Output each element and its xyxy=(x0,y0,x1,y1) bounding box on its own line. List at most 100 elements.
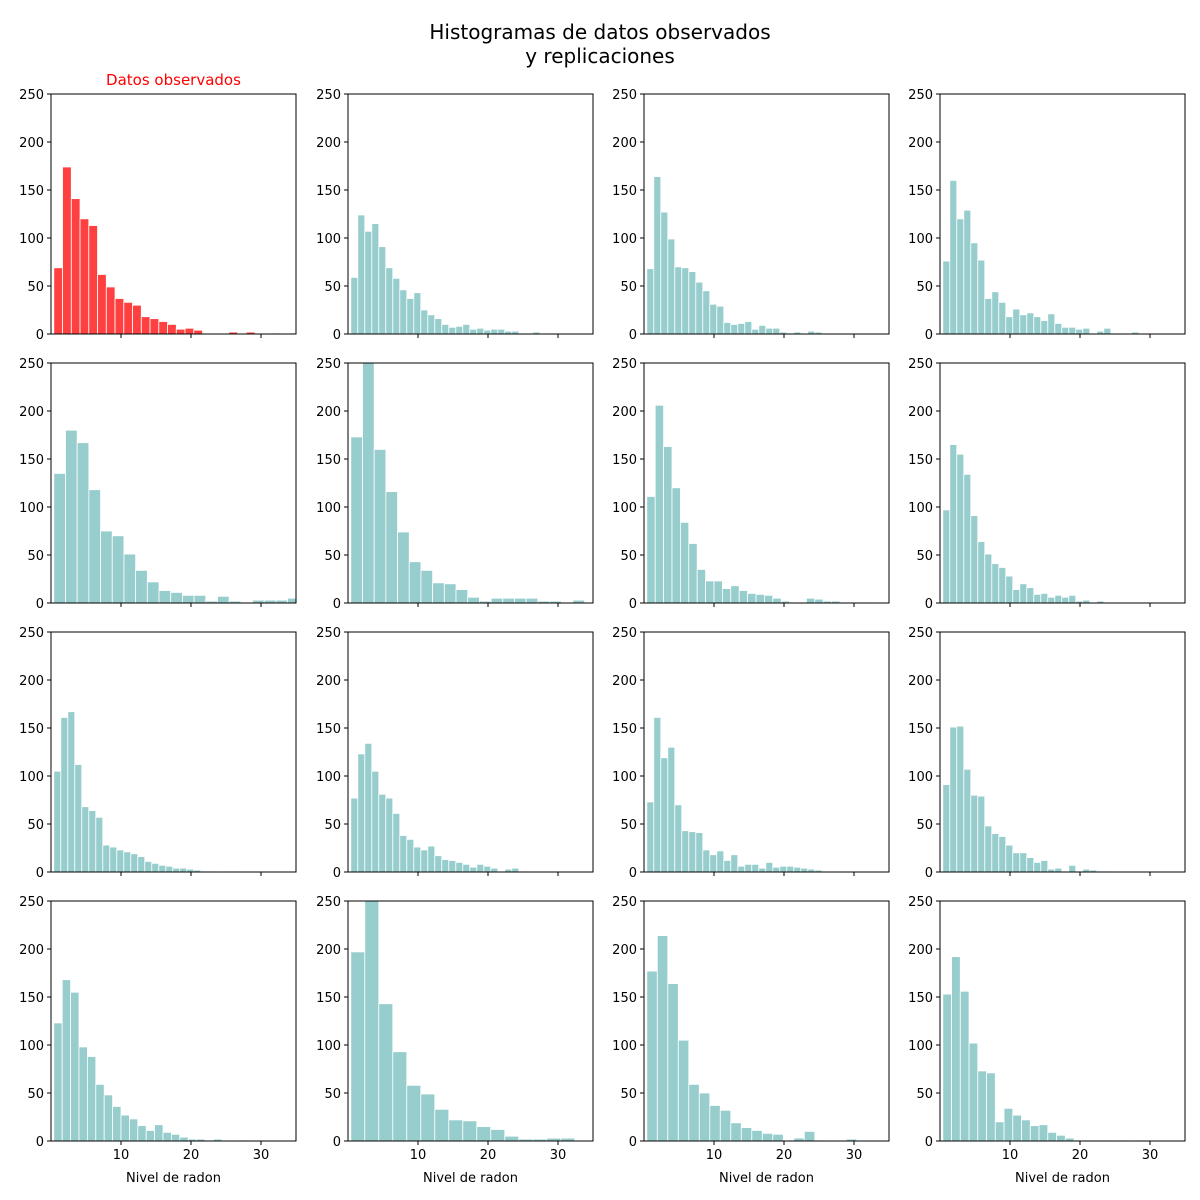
histogram-panel-11: 0 50 100 150 200 250 xyxy=(612,626,890,881)
y-tick-label: 100 xyxy=(316,1039,341,1054)
histogram-bar xyxy=(740,1127,753,1142)
y-tick-label: 150 xyxy=(316,722,341,737)
histogram-bar xyxy=(397,531,410,604)
axes-frame xyxy=(50,631,297,873)
histogram-bar xyxy=(217,595,230,604)
histogram-bar xyxy=(373,448,387,604)
histogram-bar xyxy=(172,867,181,873)
y-tick-label: 200 xyxy=(19,674,44,689)
histogram-bar xyxy=(709,1105,721,1142)
histogram-bar xyxy=(646,496,656,604)
histogram-bar xyxy=(448,860,457,873)
histogram-bar xyxy=(378,793,387,873)
x-tick-label: 30 xyxy=(253,1148,270,1163)
histogram-bar xyxy=(963,473,972,604)
x-tick-label: 10 xyxy=(113,1148,130,1163)
y-tick-label: 100 xyxy=(612,501,637,516)
histogram-bar xyxy=(951,956,961,1142)
histogram-panel-2: 0 50 100 150 200 250 xyxy=(316,88,594,343)
histogram-bar xyxy=(956,453,965,604)
y-tick-label: 0 xyxy=(333,328,341,343)
histogram-bar xyxy=(406,1084,422,1142)
histogram-bar xyxy=(1054,323,1063,335)
histogram-bar xyxy=(949,179,958,335)
y-tick-label: 250 xyxy=(612,626,637,641)
histogram-bar xyxy=(681,830,690,873)
histogram-bar xyxy=(441,859,450,873)
y-tick-label: 50 xyxy=(324,549,341,564)
histogram-bar xyxy=(970,515,979,604)
y-tick-label: 150 xyxy=(19,722,44,737)
y-tick-label: 0 xyxy=(629,597,637,612)
axes-frame xyxy=(347,900,594,1142)
histogram-bar xyxy=(984,825,993,873)
histogram-bar xyxy=(170,1133,181,1142)
histogram-bar xyxy=(667,746,676,873)
histogram-bar xyxy=(455,589,469,604)
histogram-bar xyxy=(761,1132,774,1142)
y-tick-label: 250 xyxy=(316,88,341,103)
histogram-panel-6: 0 50 100 150 200 250 xyxy=(316,357,594,612)
y-tick-label: 250 xyxy=(316,626,341,641)
histogram-panel-3: 0 50 100 150 200 250 xyxy=(612,88,890,343)
histogram-bar xyxy=(730,854,739,873)
y-tick-label: 100 xyxy=(612,770,637,785)
y-tick-label: 100 xyxy=(908,770,933,785)
x-tick-label: 30 xyxy=(1142,1148,1159,1163)
histogram-bar xyxy=(102,844,111,873)
histogram-bar xyxy=(467,596,480,604)
axes-frame xyxy=(347,362,594,604)
histogram-bar xyxy=(998,836,1007,873)
histogram-bar xyxy=(730,585,740,604)
histogram-bar xyxy=(175,328,186,335)
y-tick-label: 250 xyxy=(908,357,933,372)
histogram-bar xyxy=(751,1130,763,1142)
histogram-bar xyxy=(420,849,429,873)
histogram-bar xyxy=(1054,594,1063,604)
histogram-bar xyxy=(779,865,788,873)
histogram-bar xyxy=(1033,862,1042,873)
histogram-panel-1: 0 50 100 150 200 250 Datos observados xyxy=(19,71,297,343)
histogram-panel-14: 0 50 100 150 200 250 10 20 30 Nivel de radon xyxy=(316,895,594,1186)
histogram-bar xyxy=(1012,852,1021,873)
histogram-bar xyxy=(132,304,142,335)
histogram-bar xyxy=(483,865,492,873)
y-tick-label: 200 xyxy=(612,136,637,151)
y-tick-label: 100 xyxy=(908,1039,933,1054)
histogram-bar xyxy=(688,271,697,335)
y-tick-label: 50 xyxy=(620,280,637,295)
histogram-bar xyxy=(984,553,993,604)
histogram-bar xyxy=(392,1051,408,1142)
y-tick-label: 150 xyxy=(19,453,44,468)
histogram-bar xyxy=(695,281,704,335)
histogram-bar xyxy=(702,290,711,335)
axes-frame xyxy=(643,362,890,604)
y-tick-label: 150 xyxy=(612,184,637,199)
y-tick-label: 250 xyxy=(612,895,637,910)
histogram-panel-4: 0 50 100 150 200 250 xyxy=(908,88,1186,343)
histogram-bar xyxy=(462,323,471,335)
y-tick-label: 200 xyxy=(908,943,933,958)
histogram-bar xyxy=(443,583,457,604)
histogram-bar xyxy=(738,590,749,604)
histogram-panel-7: 0 50 100 150 200 250 xyxy=(612,357,890,612)
histogram-bar xyxy=(1005,844,1014,873)
x-tick-label: 30 xyxy=(550,1148,567,1163)
x-tick-label: 20 xyxy=(183,1148,200,1163)
histogram-bar xyxy=(671,487,681,604)
histogram-bar xyxy=(167,323,177,335)
histogram-bar xyxy=(490,597,504,604)
y-tick-label: 100 xyxy=(908,501,933,516)
histogram-bar xyxy=(158,590,172,604)
histogram-bar xyxy=(88,489,101,604)
histogram-bar xyxy=(956,218,965,335)
axes-frame xyxy=(50,93,297,335)
histogram-panel-9: 0 50 100 150 200 250 xyxy=(19,626,297,881)
histogram-bar xyxy=(149,318,160,335)
histogram-bar xyxy=(162,1131,172,1142)
histogram-bar xyxy=(462,1120,478,1142)
histogram-bar xyxy=(154,1124,164,1142)
histogram-bar xyxy=(53,1022,63,1142)
histogram-bar xyxy=(392,813,401,873)
y-tick-label: 200 xyxy=(612,405,637,420)
